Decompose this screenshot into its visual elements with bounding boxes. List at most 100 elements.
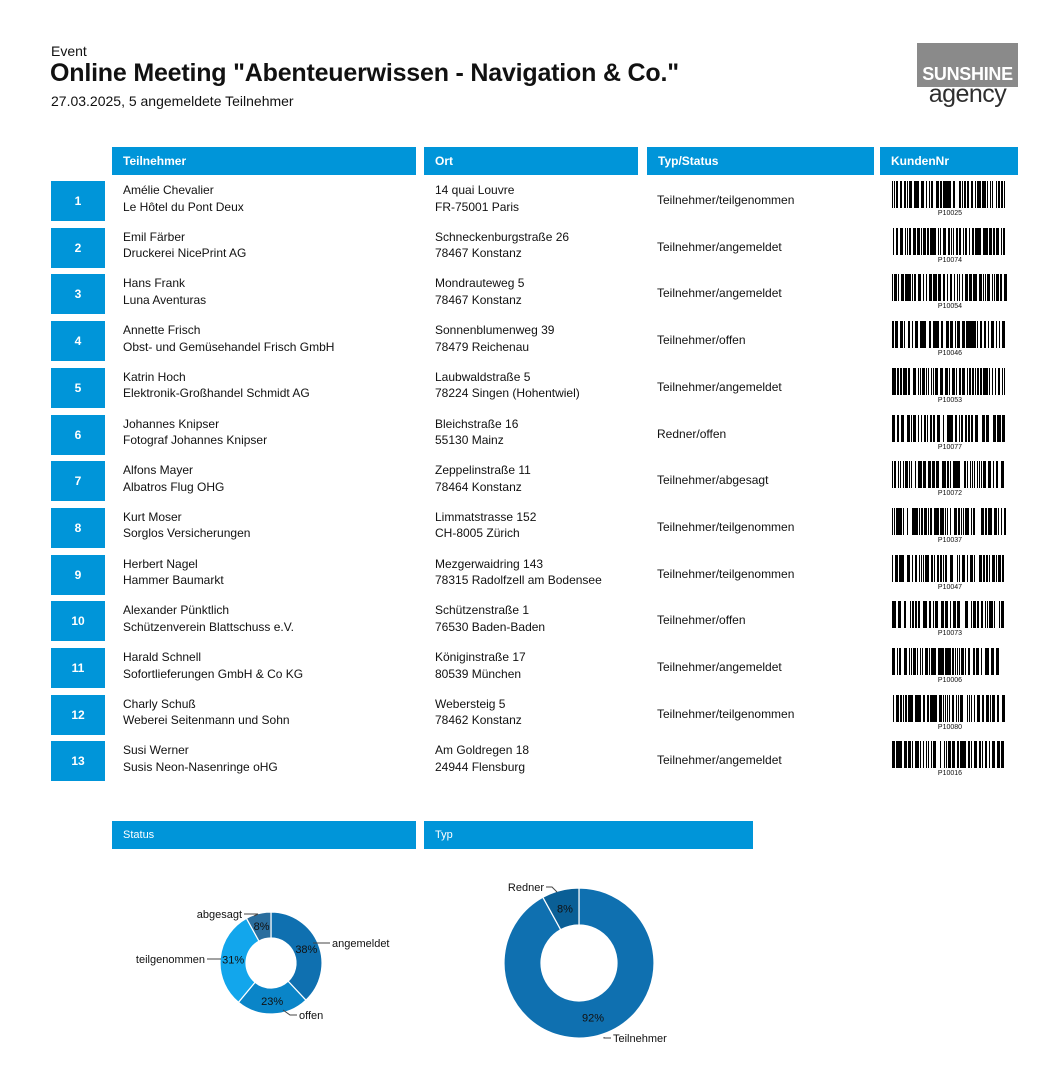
- customer-number: P10077: [937, 443, 963, 451]
- participant-company: Susis Neon-Nasenringe oHG: [123, 759, 278, 774]
- address-street: Mezgerwaidring 143: [435, 556, 544, 571]
- customer-number: P10016: [937, 770, 963, 778]
- row-number: 10: [51, 601, 105, 642]
- row-number: 6: [51, 414, 105, 455]
- customer-number: P10006: [937, 677, 963, 684]
- participant-name: Amélie Chevalier: [123, 183, 214, 197]
- customer-number: P10074: [937, 256, 963, 264]
- participant-company: Obst- und Gemüsehandel Frisch GmbH: [123, 339, 335, 354]
- participant-company: Albatros Flug OHG: [123, 479, 225, 494]
- customer-number: P10025: [937, 210, 963, 217]
- category-label: angemeldet: [332, 938, 390, 950]
- address-city: 78224 Singen (Hohentwiel): [435, 386, 580, 401]
- participant-name: Charly Schuß: [123, 696, 196, 711]
- slice-value-label: 8%: [557, 903, 573, 915]
- participant-cell: Harald Schnell Sofortlieferungen GmbH & C…: [123, 649, 303, 682]
- category-label: offen: [299, 1010, 323, 1022]
- status-cell: Teilnehmer/angemeldet: [657, 753, 782, 768]
- address-city: 78315 Radolfzell am Bodensee: [435, 573, 602, 588]
- document-kicker: Event: [51, 43, 87, 59]
- category-label: Teilnehmer: [613, 1033, 667, 1045]
- typ-donut-chart: 92% Teilnehmer 8% Redner: [503, 882, 667, 1045]
- participant-name: Annette Frisch: [123, 323, 201, 338]
- participant-company: Sofortlieferungen GmbH & Co KG: [123, 666, 304, 681]
- address-cell: Mezgerwaidring 143 78315 Radolfzell am Bo…: [435, 556, 602, 589]
- status-cell: Teilnehmer/offen: [657, 613, 746, 628]
- logo-line2: agency: [928, 80, 1007, 108]
- category-label: Redner: [508, 882, 544, 894]
- address-city: CH-8005 Zürich: [435, 526, 520, 541]
- address-street: Mondrauteweg 5: [435, 276, 525, 291]
- address-cell: 14 quai Louvre FR-75001 Paris: [435, 182, 519, 215]
- participant-name: Emil Färber: [123, 229, 186, 244]
- participant-name: Katrin Hoch: [123, 369, 186, 384]
- address-city: 78467 Konstanz: [435, 292, 522, 307]
- barcode-icon: [892, 648, 999, 675]
- table-row: 1 Amélie Chevalier Le Hôtel du Pont Deux 14…: [0, 181, 1061, 228]
- customer-barcode: P10080: [891, 694, 1009, 735]
- logo-line1: SUNSHINE: [922, 64, 1013, 84]
- address-street: Am Goldregen 18: [435, 743, 530, 758]
- address-cell: Sonnenblumenweg 39 78479 Reichenau: [435, 322, 554, 355]
- status-cell: Teilnehmer/angemeldet: [657, 660, 782, 674]
- table-row: 10 Alexander Pünktlich Schützenverein Blat…: [0, 601, 1061, 648]
- row-number: 9: [51, 554, 105, 595]
- row-number: 1: [51, 181, 105, 221]
- address-city: 24944 Flensburg: [435, 759, 526, 774]
- customer-number: P10053: [937, 396, 963, 404]
- donut-slice-Redner: [542, 887, 580, 931]
- category-label: teilgenommen: [136, 954, 205, 966]
- participant-name: Johannes Knipser: [123, 416, 220, 431]
- slice-value-label: 8%: [254, 921, 270, 933]
- leader-line: [546, 886, 558, 893]
- customer-barcode: P10072: [891, 461, 1009, 501]
- status-cell: Teilnehmer/angemeldet: [657, 379, 782, 394]
- participant-cell: Hans Frank Luna Aventuras: [123, 275, 206, 308]
- status-cell: Teilnehmer/offen: [657, 333, 746, 348]
- status-donut-chart: 38% angemeldet 23% offen 31% teilgenommen 8% ab…: [136, 909, 390, 1022]
- status-cell: Redner/offen: [657, 426, 727, 441]
- table-row: 7 Alfons Mayer Albatros Flug OHG Zeppelinst…: [0, 461, 1061, 508]
- table-row: 8 Kurt Moser Sorglos Versicherungen Limmats…: [0, 507, 1061, 555]
- row-number: 8: [51, 507, 105, 548]
- address-street: Limmatstrasse 152: [435, 509, 537, 524]
- customer-barcode: P10016: [891, 741, 1009, 781]
- address-cell: Mondrauteweg 5 78467 Konstanz: [435, 275, 524, 308]
- row-number: 4: [51, 321, 105, 362]
- address-street: Laubwaldstraße 5: [435, 369, 531, 384]
- leader-line: [244, 913, 259, 917]
- table-row: 13 Susi Werner Susis Neon-Nasenringe oHG Am…: [0, 741, 1061, 788]
- barcode-icon: [893, 227, 1005, 255]
- participant-company: Luna Aventuras: [123, 292, 207, 307]
- customer-number: P10037: [937, 536, 963, 544]
- row-number: 13: [51, 741, 105, 782]
- customer-number: P10073: [937, 630, 963, 638]
- address-street: Schneckenburgstraße 26: [435, 229, 570, 244]
- barcode-icon: [892, 321, 1005, 349]
- table-row: 11 Harald Schnell Sofortlieferungen GmbH &…: [0, 648, 1061, 695]
- status-cell: Teilnehmer/teilgenommen: [657, 193, 795, 207]
- customer-barcode: P10037: [891, 507, 1009, 548]
- leader-line: [282, 1009, 297, 1016]
- donut-slice-angemeldet: [270, 911, 323, 1002]
- participant-company: Elektronik-Großhandel Schmidt AG: [123, 386, 310, 401]
- barcode-icon: [892, 461, 1004, 489]
- participant-cell: Kurt Moser Sorglos Versicherungen: [123, 509, 250, 542]
- charts-area: 38% angemeldet 23% offen 31% teilgenommen 8% ab…: [136, 882, 667, 1045]
- page-title: Online Meeting "Abenteuerwissen - Naviga…: [50, 59, 679, 87]
- row-number: 7: [51, 461, 105, 502]
- customer-barcode: P10025: [891, 181, 1009, 221]
- barcode-icon: [892, 507, 1006, 535]
- status-cell: Teilnehmer/angemeldet: [657, 239, 782, 254]
- participant-name: Harald Schnell: [123, 650, 202, 664]
- customer-number: P10072: [937, 490, 963, 498]
- status-cell: Teilnehmer/abgesagt: [657, 473, 769, 488]
- address-cell: Schneckenburgstraße 26 78467 Konstanz: [435, 229, 569, 262]
- participant-cell: Emil Färber Druckerei NicePrint AG: [123, 229, 246, 262]
- barcode-icon: [892, 741, 1004, 769]
- status-cell: Teilnehmer/angemeldet: [657, 286, 782, 301]
- customer-number: P10047: [937, 583, 963, 591]
- status-cell: Teilnehmer/teilgenommen: [657, 519, 795, 534]
- participant-company: Le Hôtel du Pont Deux: [123, 199, 244, 214]
- participant-name: Alexander Pünktlich: [123, 603, 230, 618]
